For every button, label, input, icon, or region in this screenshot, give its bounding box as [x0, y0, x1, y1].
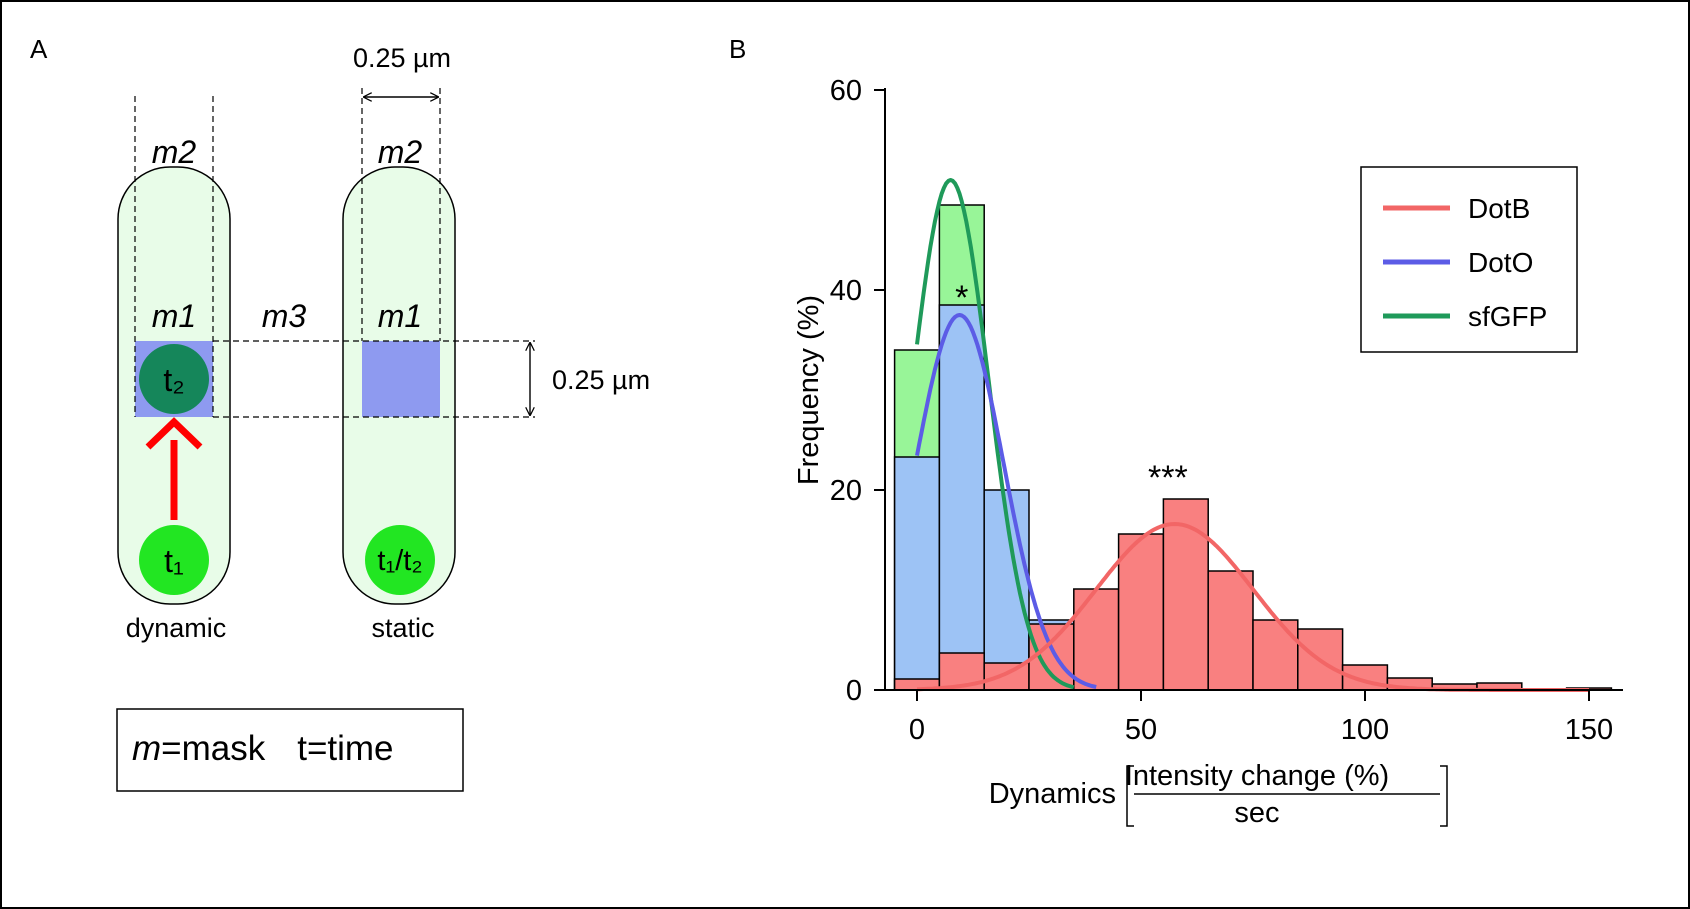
- x-axis-label-prefix: Dynamics: [989, 778, 1116, 810]
- dynamic-m1-label: m1: [152, 298, 196, 334]
- panel-a-label: A: [30, 34, 48, 64]
- y-tick-label-40: 40: [830, 275, 862, 307]
- chart-legend: DotB DotO sfGFP: [1360, 166, 1578, 353]
- dynamic-spot-t1: [139, 525, 209, 595]
- dynamic-spot-t1-label: t₁: [164, 543, 184, 579]
- x-ticks: 0 50 100 150: [909, 690, 1613, 746]
- histogram-bars: [893, 204, 1613, 691]
- bar-dotb-50: [1117, 533, 1165, 691]
- legend-mask: =mask: [161, 729, 266, 768]
- static-m1-label: m1: [378, 298, 422, 334]
- legend-label-sfgfp: sfGFP: [1468, 301, 1547, 332]
- panel-b-label: B: [729, 34, 746, 64]
- bar-doto-10: [938, 304, 985, 691]
- static-mask-m1: [362, 341, 440, 417]
- top-dimension-label: 0.25 µm: [353, 43, 451, 73]
- bar-dotb-40: [1073, 588, 1120, 691]
- legend-time: t=time: [297, 729, 393, 768]
- bar-doto-0: [893, 456, 941, 691]
- x-tick-label-100: 100: [1341, 714, 1389, 746]
- static-spot-t1-t2: [365, 525, 435, 595]
- x-tick-label-0: 0: [909, 714, 925, 746]
- dynamic-m2-label: m2: [152, 134, 197, 170]
- x-label-left-bracket: [1126, 765, 1134, 827]
- mask-time-legend: m=mask t=time: [132, 729, 394, 768]
- significance-annotations: ****: [955, 279, 1188, 497]
- y-axis-label: Frequency (%): [793, 295, 825, 485]
- dynamic-caption: dynamic: [126, 613, 227, 643]
- panel-a: A 0.25 µm 0.25 µm m2 m2 m1 m3 m1 t₂: [30, 34, 650, 792]
- mask-time-legend-box: [116, 708, 464, 792]
- m3-label: m3: [262, 298, 307, 334]
- y-tick-label-20: 20: [830, 475, 862, 507]
- fit-curve-doto: [915, 313, 1097, 689]
- movement-arrow-head: [145, 417, 203, 450]
- dynamic-spot-t2-label: t₂: [163, 362, 184, 398]
- y-ticks: 0 20 40 60: [830, 75, 885, 707]
- right-dimension-label: 0.25 µm: [552, 365, 650, 395]
- x-label-right-bracket: [1440, 765, 1448, 827]
- static-spot-label: t₁/t₂: [377, 545, 422, 577]
- x-tick-label-150: 150: [1565, 714, 1613, 746]
- significance-annotation-1: ***: [1148, 459, 1188, 497]
- panel-b: B 0 20 40 60 0 50 100 150 Frequency (%) Dynami…: [729, 34, 1623, 829]
- legend-label-dotb: DotB: [1468, 193, 1530, 224]
- significance-annotation-0: *: [955, 279, 968, 317]
- y-tick-label-60: 60: [830, 75, 862, 107]
- dynamic-spot-t2: [139, 344, 209, 414]
- legend-label-doto: DotO: [1468, 247, 1533, 278]
- bar-dotb-70: [1207, 570, 1254, 691]
- x-axis-label-numerator: Intensity change (%): [1125, 760, 1389, 792]
- x-tick-label-50: 50: [1125, 714, 1157, 746]
- static-caption: static: [371, 613, 434, 643]
- bar-dotb-80: [1252, 619, 1299, 691]
- x-axis-label-denominator: sec: [1234, 797, 1279, 829]
- fit-curve-sfgfp: [915, 178, 1075, 690]
- y-tick-label-0: 0: [846, 675, 862, 707]
- legend-m: m: [132, 729, 161, 768]
- static-m2-label: m2: [378, 134, 423, 170]
